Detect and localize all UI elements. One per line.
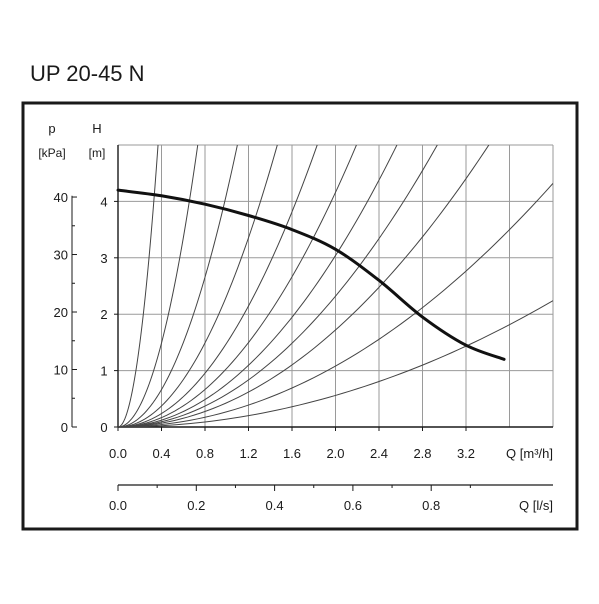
p-axis-symbol: p (48, 121, 55, 136)
system-curve (118, 145, 318, 427)
chart-title: UP 20-45 N (30, 61, 145, 86)
plot-area: 0 1 2 3 4 H [m] 0 10 20 30 40 p [kPa] 0.0 0.4 0.8 1.2 1.6 2… (38, 121, 554, 513)
system-curve (118, 145, 490, 427)
p-axis-tick-label: 40 (54, 190, 68, 205)
system-curve (118, 183, 553, 427)
q-ls-tick-label: 0.8 (422, 498, 440, 513)
h-axis-symbol: H (92, 121, 101, 136)
q-m3h-tick-label: 2.0 (326, 446, 344, 461)
system-curve (118, 145, 238, 427)
q-m3h-tick-label: 0.8 (196, 446, 214, 461)
system-curve (118, 145, 398, 427)
h-axis-tick-label: 0 (100, 420, 107, 435)
q-m3h-axis-label: Q [m³/h] (506, 446, 553, 461)
p-axis-tick-label: 20 (54, 305, 68, 320)
system-curve (118, 300, 553, 427)
chart-frame (21, 101, 579, 531)
h-axis-tick-label: 4 (100, 194, 107, 209)
q-ls-tick-label: 0.6 (344, 498, 362, 513)
h-axis-unit: [m] (89, 146, 106, 160)
system-curve (118, 145, 159, 427)
h-axis-tick-label: 2 (100, 307, 107, 322)
system-curve (118, 145, 278, 427)
q-m3h-tick-label: 1.6 (283, 446, 301, 461)
q-ls-tick-label: 0.4 (266, 498, 284, 513)
p-axis-unit: [kPa] (38, 146, 65, 160)
system-curve (118, 145, 438, 427)
h-axis-tick-label: 3 (100, 251, 107, 266)
p-axis-tick-label: 30 (54, 248, 68, 263)
q-m3h-tick-label: 0.0 (109, 446, 127, 461)
q-m3h-tick-label: 2.8 (413, 446, 431, 461)
q-ls-tick-label: 0.0 (109, 498, 127, 513)
p-axis-tick-label: 10 (54, 363, 68, 378)
system-curve (118, 145, 357, 427)
q-ls-tick-label: 0.2 (187, 498, 205, 513)
p-axis-tick-label: 0 (61, 420, 68, 435)
h-axis-tick-label: 1 (100, 364, 107, 379)
q-m3h-tick-label: 1.2 (239, 446, 257, 461)
q-m3h-tick-label: 3.2 (457, 446, 475, 461)
q-m3h-tick-label: 0.4 (152, 446, 170, 461)
q-ls-axis-label: Q [l/s] (519, 498, 553, 513)
pump-curve-line (116, 188, 506, 361)
system-curve (118, 145, 199, 427)
q-m3h-tick-label: 2.4 (370, 446, 388, 461)
